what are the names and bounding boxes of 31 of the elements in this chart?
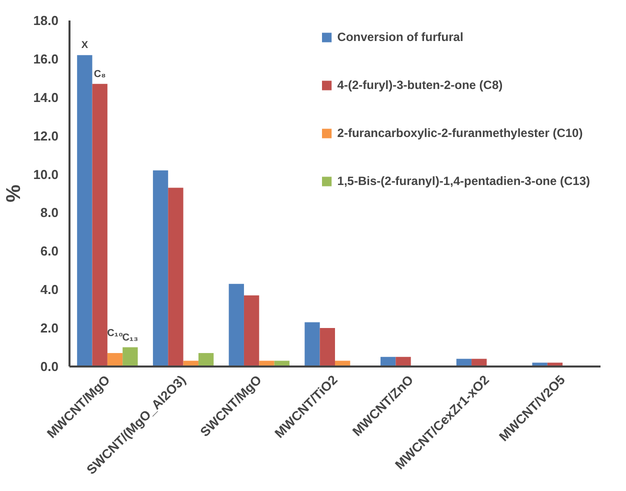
y-tick-label: 0.0	[40, 359, 59, 374]
y-axis-title: %	[3, 184, 26, 202]
y-tick-label: 16.0	[33, 51, 59, 66]
legend-label: Conversion of furfural	[337, 30, 464, 44]
y-tick-label: 14.0	[33, 90, 59, 105]
bar	[168, 188, 184, 366]
bar	[198, 353, 214, 366]
y-tick-label: 6.0	[40, 244, 59, 259]
bar	[152, 170, 168, 366]
bar	[122, 347, 138, 366]
bar	[304, 322, 320, 366]
y-tick-label: 10.0	[33, 166, 59, 182]
legend-label: 4-(2-furyl)-3-buten-2-one (C8)	[337, 78, 503, 92]
y-tick-label: 12.0	[33, 128, 59, 144]
y-tick-label: 18.0	[33, 13, 59, 28]
annotation: C₁₃	[122, 332, 139, 344]
bar	[244, 295, 260, 366]
bar	[107, 353, 123, 366]
bar	[320, 328, 335, 366]
y-tick-label: 4.0	[40, 282, 59, 298]
annotation: X	[81, 40, 88, 52]
bar	[77, 55, 92, 366]
annotation: C₈	[94, 68, 106, 80]
annotation: C₁₀	[107, 328, 123, 340]
legend-label: 1,5-Bis-(2-furanyl)-1,4-pentadien-3-one (C13)	[337, 174, 590, 188]
y-tick-label: 8.0	[40, 205, 59, 220]
bar	[92, 84, 108, 366]
bar	[228, 284, 244, 366]
bar	[396, 356, 411, 366]
y-tick-label: 2.0	[40, 320, 59, 336]
legend-label: 2-furancarboxylic-2-furanmethylester (C10)	[337, 126, 583, 140]
